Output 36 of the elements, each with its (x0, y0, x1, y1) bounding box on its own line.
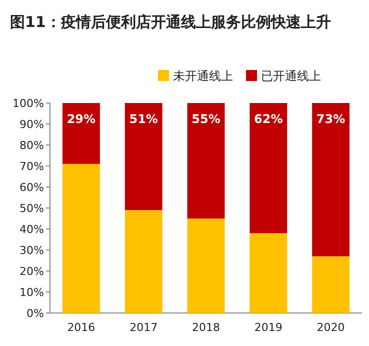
bar (312, 103, 350, 256)
legend-item: 已开通线上 (246, 69, 321, 83)
y-tick-label: 0% (26, 307, 44, 320)
x-tick-label: 2016 (67, 321, 96, 334)
x-tick-label: 2018 (192, 321, 220, 334)
y-tick-label: 10% (20, 286, 44, 299)
bar (187, 103, 225, 218)
bar (312, 256, 350, 313)
bar (124, 103, 162, 210)
y-tick-label: 90% (20, 118, 44, 131)
y-tick-label: 70% (20, 160, 44, 173)
x-tick-label: 2017 (130, 321, 158, 334)
bar (124, 210, 162, 313)
data-label: 55% (192, 112, 220, 126)
bar (62, 164, 100, 313)
legend-item: 未开通线上 (158, 69, 233, 83)
y-tick-label: 80% (20, 139, 44, 152)
y-tick-label: 20% (20, 265, 44, 278)
data-label: 62% (254, 112, 283, 126)
legend-label: 未开通线上 (173, 69, 233, 83)
bar (250, 103, 288, 234)
y-tick-label: 30% (20, 244, 44, 257)
bar (250, 233, 288, 313)
x-tick-label: 2019 (254, 321, 282, 334)
legend-label: 已开通线上 (261, 69, 321, 83)
bar (187, 218, 225, 313)
y-tick-label: 100% (12, 97, 44, 110)
bar (62, 103, 100, 164)
y-tick-label: 60% (20, 181, 44, 194)
x-tick-label: 2020 (316, 321, 345, 334)
data-label: 29% (66, 112, 96, 126)
y-tick-label: 40% (20, 223, 44, 236)
y-tick-label: 50% (20, 202, 44, 215)
data-label: 73% (316, 112, 346, 126)
data-label: 51% (129, 112, 158, 126)
chart-title: 图11：疫情后便利店开通线上服务比例快速上升 (10, 13, 331, 31)
